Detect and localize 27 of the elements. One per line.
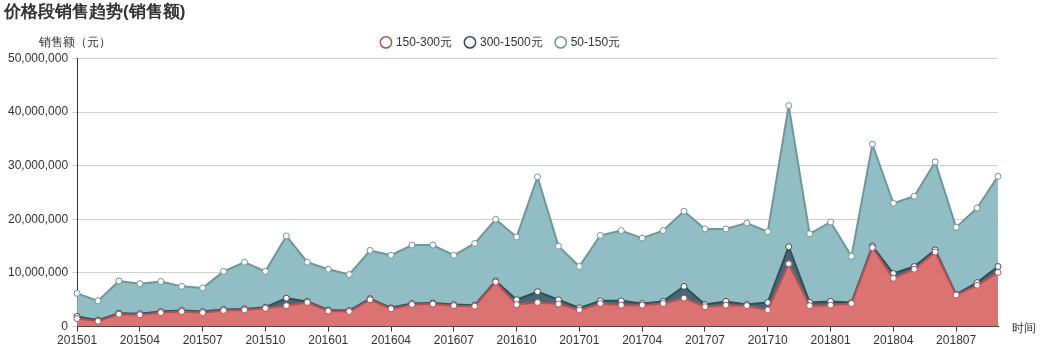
x-tick-label: 201610 [496, 333, 537, 348]
x-tick-label: 201607 [433, 333, 475, 348]
x-tick-label: 201504 [119, 333, 161, 348]
y-tick-label: 30,000,000 [8, 157, 69, 172]
chart-title: 价格段销售趋势(销售额) [3, 1, 186, 21]
x-tick-label: 201807 [936, 333, 977, 348]
x-tick-label: 201701 [559, 333, 600, 348]
y-tick-label: 50,000,000 [8, 50, 69, 65]
y-tick-label: 0 [61, 318, 69, 333]
legend-label: 300-1500元 [479, 34, 543, 49]
x-tick-label: 201704 [622, 333, 663, 348]
legend-label: 150-300元 [395, 34, 452, 49]
x-tick-label: 201601 [308, 333, 349, 348]
x-tick-label: 201804 [873, 333, 914, 348]
y-axis-title: 销售额（元） [38, 34, 112, 49]
x-tick-label: 201507 [182, 333, 223, 348]
x-tick-label: 201510 [245, 333, 286, 348]
x-tick-label: 201707 [684, 333, 726, 348]
y-tick-label: 10,000,000 [8, 265, 69, 280]
x-tick-label: 201801 [810, 333, 851, 348]
y-tick-label: 20,000,000 [8, 211, 69, 226]
legend-label: 50-150元 [570, 34, 621, 49]
y-tick-label: 40,000,000 [8, 104, 69, 119]
x-tick-label: 201604 [370, 333, 412, 348]
x-tick-label: 201501 [57, 333, 98, 348]
x-axis-title: 时间 [1012, 320, 1036, 335]
x-tick-label: 201710 [747, 333, 789, 348]
